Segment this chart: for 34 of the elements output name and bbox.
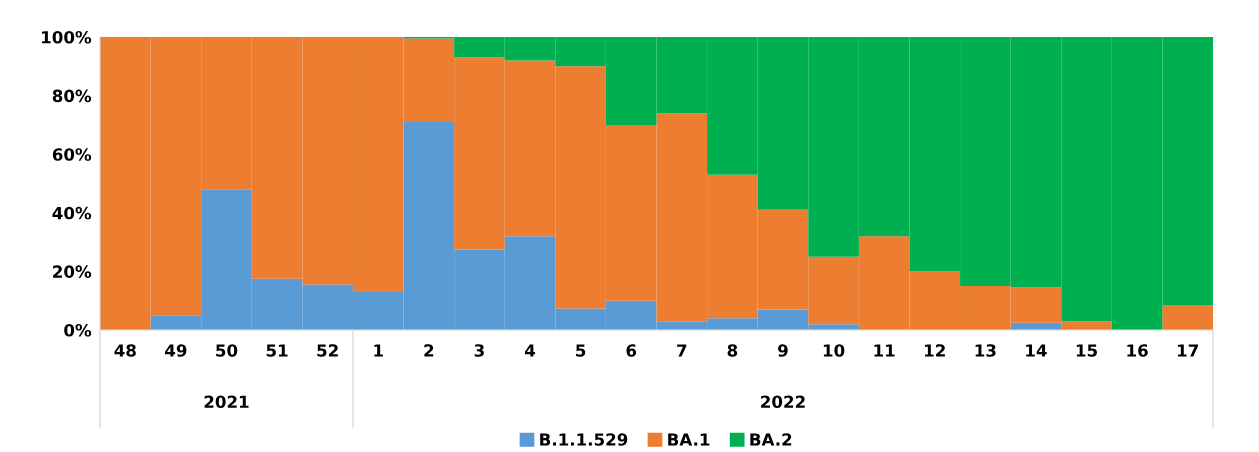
x-tick-label: 51 [266,344,288,357]
y-tick-label: 40% [52,206,92,220]
x-tick-label: 52 [317,344,338,357]
legend-label: BA.2 [750,433,792,446]
y-tick-label: 0% [64,323,92,337]
x-tick-label: 16 [1127,344,1148,357]
legend-label: B.1.1.529 [540,433,628,446]
text: 2022 [761,395,805,409]
bar [1162,305,1213,330]
x-tick-label: 15 [1076,344,1097,357]
x-tick-label: 14 [1026,344,1047,357]
x-tick-label: 48 [114,344,136,357]
text: 2021 [204,395,249,409]
legend-label: BA.1 [668,433,710,446]
x-tick-label: 2 [424,344,434,357]
x-tick-label: 8 [727,344,738,357]
x-tick-label: 7 [677,344,687,357]
x-tick-label: 13 [975,344,996,357]
y-tick-label: 60% [52,148,92,161]
x-tick-label: 49 [165,344,187,357]
x-tick-label: 12 [925,344,945,357]
x-tick-label: 50 [216,344,238,357]
x-tick-label: 10 [823,344,845,357]
x-tick-label: 5 [576,344,586,357]
y-tick-label: 80% [52,89,92,103]
x-tick-label: 1 [374,344,383,357]
x-tick-label: 11 [874,344,895,357]
y-tick-label: 20% [53,265,92,278]
x-tick-label: 9 [778,344,788,357]
x-tick-label: 4 [524,344,536,357]
x-tick-label: 3 [474,344,484,357]
y-tick-label: 100% [42,30,92,44]
x-tick-label: 6 [626,344,637,357]
x-tick-label: 17 [1177,344,1198,357]
